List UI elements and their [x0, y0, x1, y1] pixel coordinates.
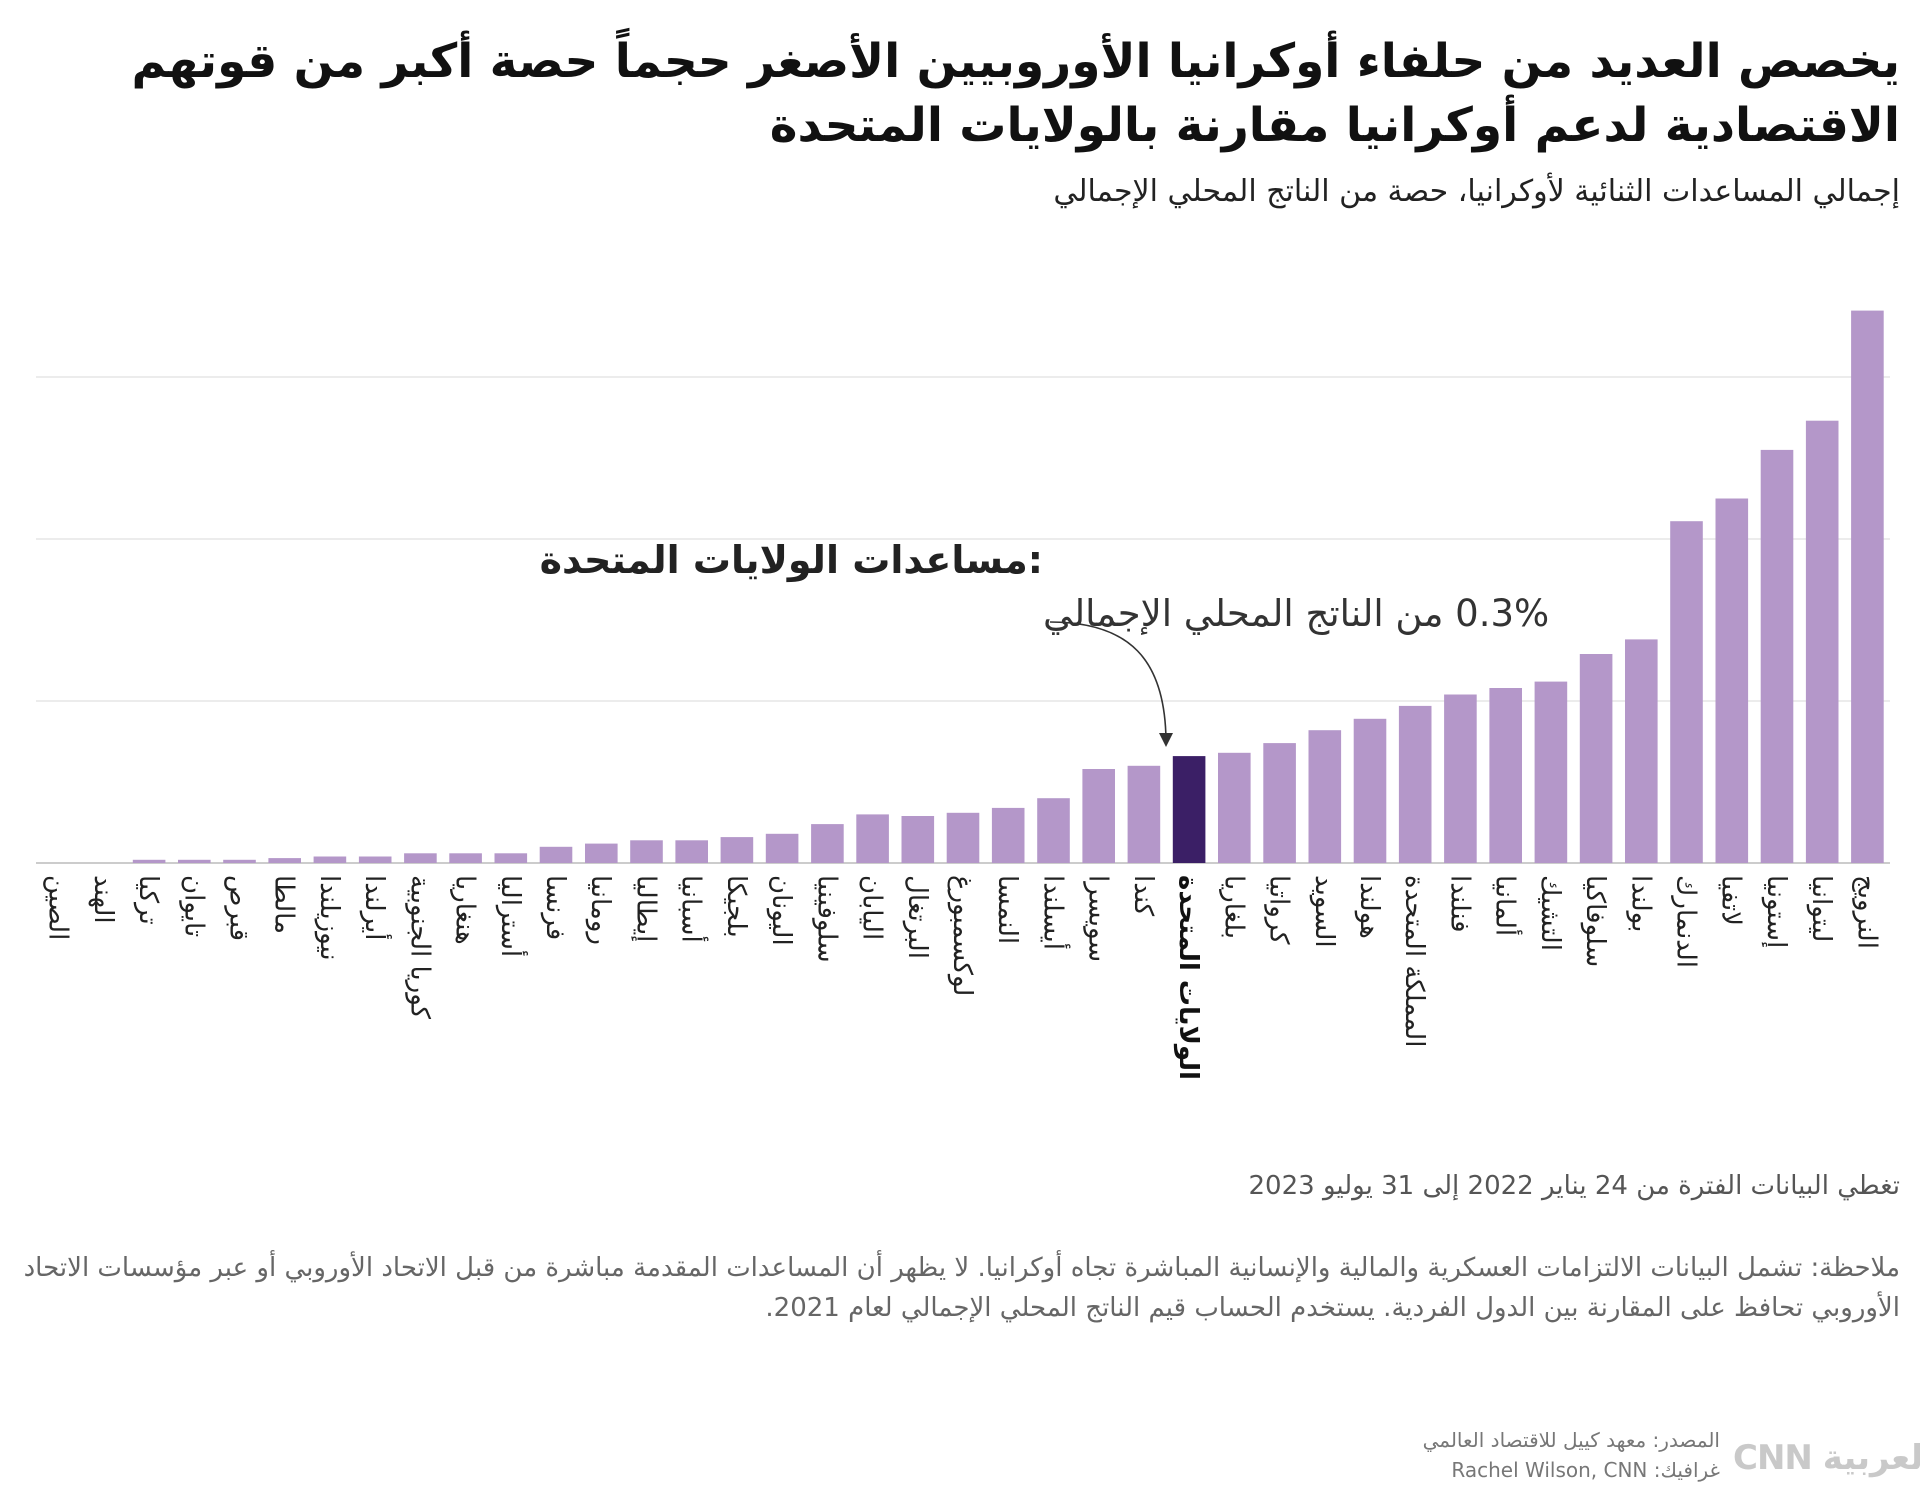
bar: [313, 856, 347, 863]
bar: [1625, 639, 1658, 863]
category-label: السويد: [1309, 875, 1339, 948]
category-label: فنلندا: [1444, 875, 1474, 933]
bar: [1534, 681, 1568, 863]
bar: [1218, 752, 1251, 863]
source-credit: المصدر: معهد كييل للاقتصاد العالمي غرافي…: [920, 1425, 1720, 1485]
category-label: كندا: [1128, 875, 1158, 917]
category-label: تايوان: [178, 875, 208, 937]
category-label: أيسلندا: [1037, 875, 1071, 950]
bar: [1172, 756, 1206, 863]
category-label: إيطاليا: [631, 875, 661, 942]
category-label: النرويج: [1851, 875, 1881, 949]
category-label: سلوفينيا: [811, 875, 841, 963]
category-label: إستونيا: [1761, 875, 1791, 948]
bar: [1715, 498, 1749, 863]
bar: [585, 843, 618, 863]
bar: [132, 859, 166, 863]
bar: [991, 807, 1025, 863]
category-label: قبرص: [224, 875, 254, 941]
category-label: سويسرا: [1083, 875, 1113, 962]
annotation-text: 0.3% من الناتج المحلي الإجمالي: [1043, 592, 1549, 635]
bar: [494, 853, 528, 863]
bar: [675, 840, 708, 863]
annotation-arrow: [1049, 621, 1167, 741]
bar: [404, 853, 437, 863]
bar-chart: الصين الهند تركيا تايوان قبرص مالطا نيوزيلندا أ…: [36, 310, 1890, 1080]
category-label: بلجيكا: [721, 875, 751, 938]
category-label: النمسا: [992, 875, 1022, 944]
category-label: اليونان: [766, 875, 796, 946]
bar: [856, 814, 889, 863]
bar: [630, 840, 663, 863]
bar: [720, 837, 754, 863]
bar: [358, 856, 392, 863]
bar: [1127, 765, 1161, 863]
bar: [1579, 654, 1613, 863]
bar: [1263, 743, 1296, 863]
bar: [268, 858, 301, 863]
category-label: أيرلندا: [359, 875, 393, 940]
bar: [449, 853, 482, 863]
bar: [946, 812, 980, 863]
category-label: ألمانيا: [1490, 875, 1524, 936]
category-label: كوريا الجنوبية: [404, 875, 434, 1020]
bars: [132, 310, 1884, 864]
chart-title: يخصص العديد من حلفاء أوكرانيا الأوروبيين…: [131, 34, 1900, 153]
category-labels: الصين الهند تركيا تايوان قبرص مالطا نيوزيلندا أ…: [43, 875, 1882, 1080]
category-label: الصين: [43, 875, 73, 940]
chart-subtitle: إجمالي المساعدات الثنائية لأوكرانيا، حصة…: [1053, 174, 1900, 209]
bar: [539, 846, 573, 863]
bar: [1489, 688, 1522, 863]
category-label: هولندا: [1354, 875, 1384, 939]
bar: [1353, 718, 1387, 863]
bar: [1308, 730, 1342, 863]
cnn-arabic-logo: CNN العربية: [1733, 1438, 1920, 1478]
category-label: بلغاريا: [1218, 875, 1248, 939]
category-label: ليتوانيا: [1806, 875, 1836, 942]
category-label: كرواتيا: [1264, 875, 1294, 945]
data-period-note: تغطي البيانات الفترة من 24 يناير 2022 إل…: [1248, 1171, 1900, 1201]
bar: [178, 859, 211, 863]
category-label: اليابان: [857, 875, 887, 940]
bar: [223, 859, 256, 863]
category-label: التشيك: [1535, 875, 1565, 951]
annotation-arrowhead: [1159, 733, 1173, 747]
category-label: رومانيا: [585, 875, 615, 945]
bar: [901, 816, 935, 863]
category-label: لاتفيا: [1716, 875, 1746, 926]
bar: [1760, 449, 1794, 863]
category-label: مالطا: [269, 875, 299, 934]
category-label: أستراليا: [495, 875, 529, 957]
category-label: الهند: [88, 875, 118, 924]
category-label: المملكة المتحدة: [1399, 875, 1429, 1047]
bar: [811, 824, 844, 863]
category-label: نيوزيلندا: [314, 875, 344, 961]
annotation-title: مساعدات الولايات المتحدة:: [540, 538, 1043, 582]
methodology-note: ملاحظة: تشمل البيانات الالتزامات العسكري…: [23, 1253, 1900, 1323]
bar: [1444, 694, 1477, 863]
bar: [1805, 420, 1839, 863]
bar: [1082, 769, 1115, 863]
graphic-credit: غرافيك: Rachel Wilson, CNN: [1451, 1458, 1720, 1482]
bar: [1851, 310, 1884, 864]
category-label: الدنمارك: [1671, 875, 1701, 968]
category-label: الولايات المتحدة: [1173, 875, 1203, 1080]
category-label: فرنسا: [540, 875, 570, 940]
bar: [1398, 705, 1432, 863]
category-label: أسبانيا: [676, 875, 710, 943]
category-label: بولندا: [1625, 875, 1655, 932]
bar: [1670, 521, 1703, 863]
us-annotation: مساعدات الولايات المتحدة: 0.3% من الناتج…: [540, 538, 1549, 747]
category-label: لوكسمبورغ: [947, 875, 977, 996]
category-label: البرتغال: [902, 875, 932, 959]
bar: [765, 833, 799, 863]
category-label: تركيا: [133, 875, 163, 925]
source-text: المصدر: معهد كييل للاقتصاد العالمي: [1422, 1428, 1720, 1452]
category-label: سلوفاكيا: [1580, 875, 1610, 967]
bar: [1037, 798, 1070, 863]
category-label: هنغاريا: [450, 875, 480, 945]
